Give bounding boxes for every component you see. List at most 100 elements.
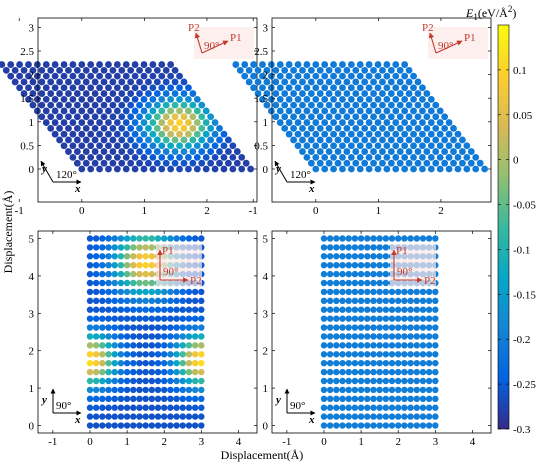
data-point bbox=[303, 107, 311, 115]
data-point bbox=[173, 413, 180, 420]
data-point bbox=[285, 130, 293, 138]
data-point bbox=[364, 342, 371, 349]
data-point bbox=[127, 90, 135, 97]
data-point bbox=[419, 359, 427, 367]
data-point bbox=[351, 377, 359, 385]
y-tick-label: 1 bbox=[29, 383, 35, 395]
data-point bbox=[154, 324, 162, 331]
data-point bbox=[111, 351, 118, 358]
data-point bbox=[105, 107, 112, 115]
data-point bbox=[11, 66, 19, 74]
data-point bbox=[299, 124, 306, 132]
data-point bbox=[238, 153, 246, 161]
data-point bbox=[167, 84, 175, 92]
data-point bbox=[142, 422, 149, 429]
data-point bbox=[82, 159, 90, 167]
data-point bbox=[339, 244, 346, 251]
data-point bbox=[357, 315, 365, 322]
data-point bbox=[130, 413, 137, 420]
data-point bbox=[20, 90, 28, 97]
data-point bbox=[123, 297, 131, 305]
data-point bbox=[82, 66, 90, 74]
data-point bbox=[407, 297, 414, 305]
data-point bbox=[238, 165, 246, 173]
data-point bbox=[87, 142, 95, 150]
data-point bbox=[425, 386, 433, 394]
data-point bbox=[131, 153, 139, 161]
data-point bbox=[92, 368, 100, 376]
data-point bbox=[60, 95, 68, 103]
data-point bbox=[333, 315, 340, 322]
data-point bbox=[370, 148, 377, 155]
data-point bbox=[351, 324, 359, 331]
data-point bbox=[111, 377, 118, 385]
data-point bbox=[167, 315, 174, 322]
data-point bbox=[401, 95, 409, 103]
data-point bbox=[105, 395, 112, 402]
data-point bbox=[16, 84, 23, 92]
data-point bbox=[365, 61, 373, 68]
data-point bbox=[86, 297, 94, 305]
data-point bbox=[38, 78, 46, 86]
colorbar-label: E1(eV/Å2) bbox=[465, 4, 516, 22]
data-point bbox=[179, 306, 186, 313]
data-point bbox=[136, 404, 143, 411]
data-point bbox=[410, 165, 417, 173]
data-point bbox=[60, 84, 68, 92]
data-point bbox=[86, 262, 94, 269]
data-point bbox=[123, 422, 131, 429]
data-point bbox=[432, 404, 439, 411]
data-point bbox=[299, 101, 306, 109]
data-point bbox=[276, 72, 284, 80]
data-point bbox=[326, 315, 334, 322]
data-point bbox=[351, 351, 359, 358]
data-point bbox=[113, 95, 121, 103]
data-point bbox=[111, 359, 118, 367]
data-point bbox=[130, 288, 137, 296]
data-point bbox=[374, 119, 382, 126]
data-point bbox=[136, 262, 143, 269]
data-point bbox=[149, 130, 157, 138]
data-point bbox=[272, 101, 280, 109]
data-point bbox=[167, 377, 174, 385]
data-point bbox=[86, 253, 94, 260]
y-tick-label: 3 bbox=[29, 308, 35, 320]
data-point bbox=[303, 119, 311, 126]
data-point bbox=[47, 124, 55, 132]
data-point bbox=[333, 404, 340, 411]
data-point bbox=[339, 315, 346, 322]
y-tick-label: 5 bbox=[29, 233, 35, 245]
data-point bbox=[365, 95, 373, 103]
data-point bbox=[148, 413, 156, 420]
data-point bbox=[113, 107, 121, 115]
data-point bbox=[352, 124, 360, 132]
data-point bbox=[467, 148, 475, 155]
data-point bbox=[185, 235, 193, 242]
data-point bbox=[307, 113, 315, 121]
data-point bbox=[405, 78, 413, 86]
data-point bbox=[351, 333, 359, 340]
data-point bbox=[86, 404, 94, 411]
data-point bbox=[122, 107, 130, 115]
data-point bbox=[414, 148, 422, 155]
data-point bbox=[56, 66, 63, 74]
data-point bbox=[185, 306, 193, 313]
data-point bbox=[136, 270, 143, 278]
data-point bbox=[276, 61, 284, 68]
data-point bbox=[326, 324, 334, 331]
data-point bbox=[118, 124, 126, 132]
data-point bbox=[352, 101, 360, 109]
x-tick-label: 0 bbox=[87, 436, 93, 448]
data-point bbox=[345, 413, 352, 420]
data-point bbox=[207, 124, 215, 132]
data-point bbox=[365, 153, 373, 161]
data-point bbox=[395, 413, 402, 420]
data-point bbox=[105, 235, 112, 242]
data-point bbox=[387, 90, 395, 97]
data-point bbox=[111, 270, 118, 278]
data-point bbox=[145, 148, 152, 155]
data-point bbox=[339, 377, 346, 385]
data-point bbox=[401, 72, 409, 80]
data-point bbox=[401, 422, 408, 429]
data-point bbox=[250, 61, 257, 68]
